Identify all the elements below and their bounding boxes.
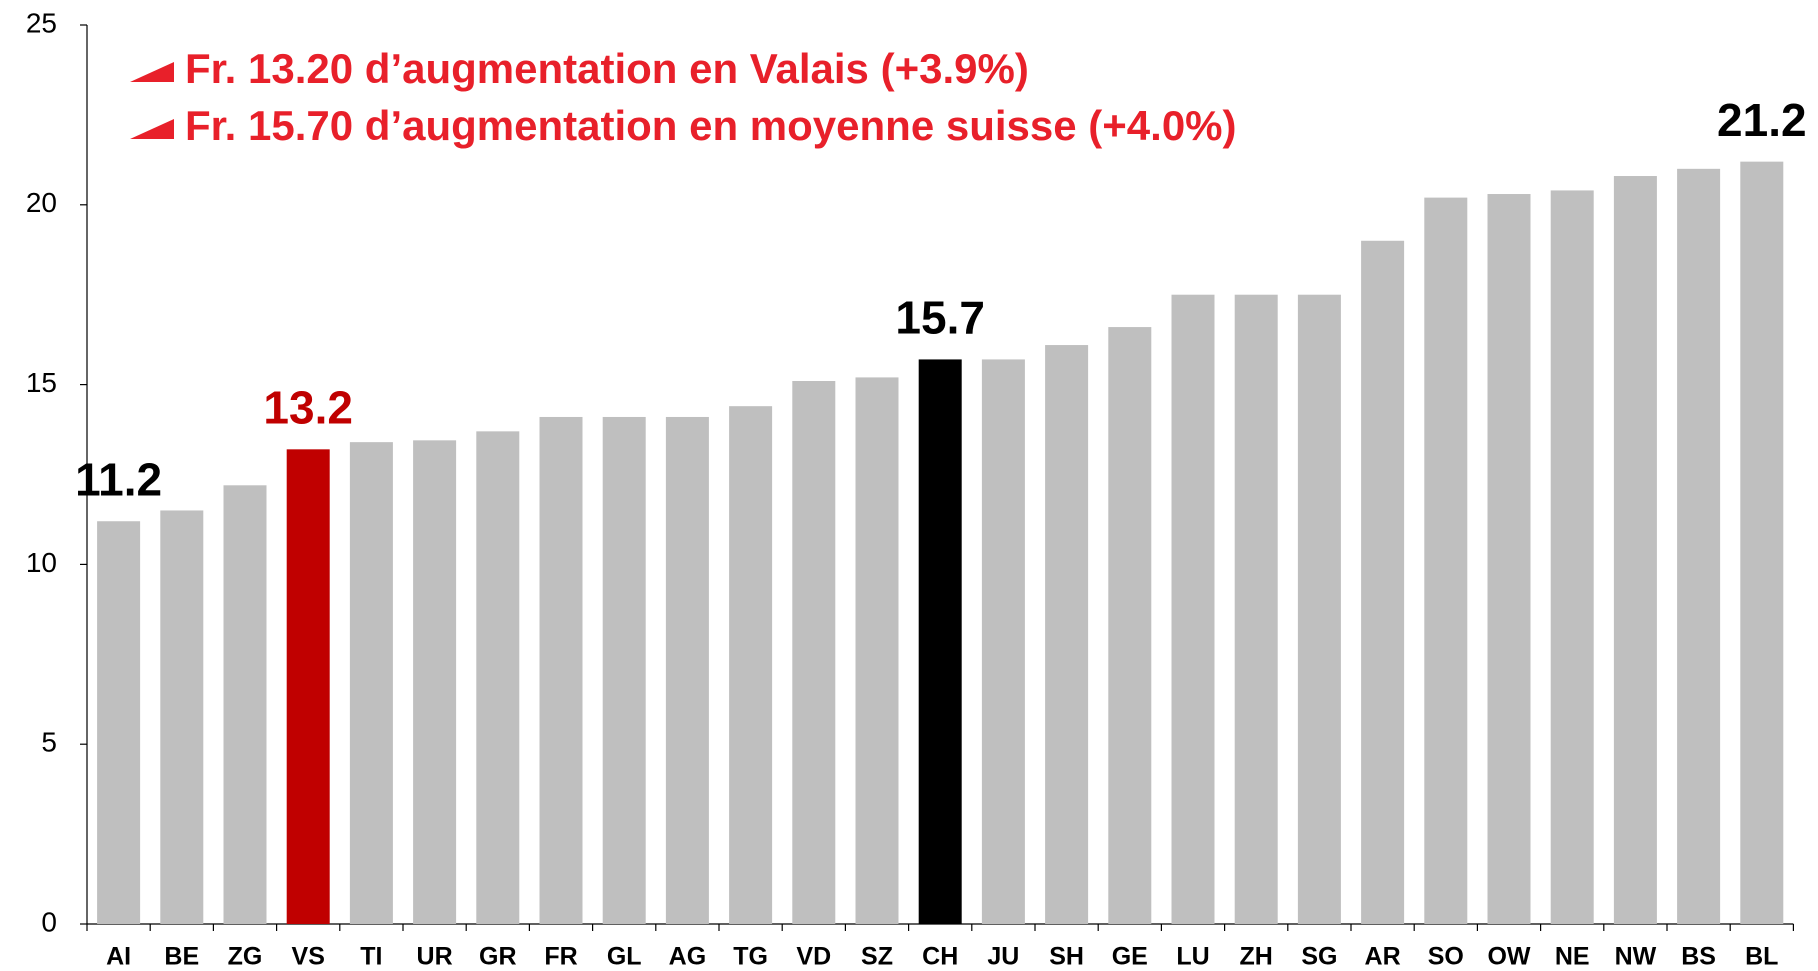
x-tick-label: UR	[417, 943, 453, 971]
x-tick-label: AG	[669, 943, 707, 971]
x-tick-label: NE	[1555, 943, 1590, 971]
bar	[97, 521, 141, 924]
x-tick-label: GL	[607, 943, 642, 971]
bar	[1108, 327, 1152, 925]
bar	[476, 431, 520, 924]
bar	[1297, 294, 1341, 924]
x-tick-label: JU	[987, 943, 1019, 971]
x-tick-label: TI	[360, 943, 382, 971]
x-tick-label: NW	[1615, 943, 1657, 971]
bar	[1424, 197, 1468, 924]
y-tick-label: 5	[41, 727, 57, 758]
bar	[1234, 294, 1278, 924]
bar	[1361, 240, 1405, 924]
x-tick-label: FR	[544, 943, 577, 971]
x-tick-label: BL	[1745, 943, 1778, 971]
x-tick-label: AR	[1365, 943, 1401, 971]
x-tick-label: SH	[1049, 943, 1084, 971]
bar	[665, 416, 709, 924]
bar	[981, 359, 1025, 925]
annotation: Fr. 15.70 d’augmentation en moyenne suis…	[185, 102, 1237, 149]
x-tick-label: VS	[292, 943, 325, 971]
x-tick-label: AI	[106, 943, 131, 971]
bar	[792, 381, 836, 924]
x-tick-label: VD	[796, 943, 831, 971]
x-tick-label: TG	[733, 943, 768, 971]
y-tick-label: 15	[26, 367, 57, 398]
bar	[1550, 190, 1594, 924]
bar	[918, 359, 962, 925]
annotation: Fr. 13.20 d’augmentation en Valais (+3.9…	[185, 45, 1029, 92]
y-tick-label: 20	[26, 187, 57, 218]
bar	[349, 442, 393, 924]
bar	[729, 406, 773, 924]
bar	[1171, 294, 1215, 924]
bar	[1613, 176, 1657, 925]
x-tick-label: SZ	[861, 943, 893, 971]
bar	[1045, 345, 1089, 924]
bar	[539, 416, 583, 924]
bar	[855, 377, 899, 925]
value-label: 11.2	[75, 453, 162, 505]
annotation-marker	[130, 62, 174, 82]
x-tick-label: GE	[1112, 943, 1148, 971]
y-tick-label: 25	[26, 7, 57, 38]
annotation-marker	[130, 119, 174, 139]
x-tick-label: GR	[479, 943, 517, 971]
value-label: 13.2	[263, 381, 353, 433]
x-tick-label: CH	[922, 943, 958, 971]
x-tick-label: SO	[1428, 943, 1464, 971]
x-tick-label: ZH	[1240, 943, 1273, 971]
y-tick-label: 0	[41, 906, 57, 937]
bar	[1677, 168, 1721, 925]
bar	[223, 485, 267, 924]
bar	[160, 510, 204, 924]
x-tick-label: LU	[1176, 943, 1209, 971]
bar	[1740, 161, 1784, 924]
x-tick-label: BS	[1681, 943, 1716, 971]
bar	[1487, 194, 1531, 925]
value-label: 15.7	[895, 292, 985, 344]
bar	[602, 416, 646, 924]
x-tick-label: SG	[1301, 943, 1337, 971]
x-tick-label: OW	[1487, 943, 1530, 971]
y-tick-label: 10	[26, 547, 57, 578]
x-tick-label: ZG	[228, 943, 263, 971]
bar	[286, 449, 330, 924]
bar	[413, 440, 457, 924]
value-label: 21.2	[1717, 94, 1807, 146]
x-tick-label: BE	[164, 943, 199, 971]
